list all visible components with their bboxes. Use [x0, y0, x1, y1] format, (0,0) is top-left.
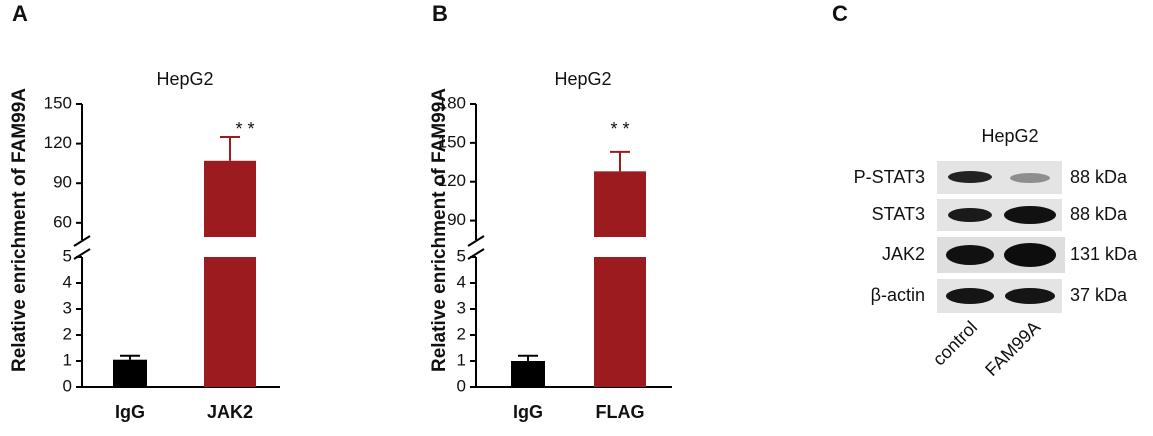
band — [946, 288, 994, 304]
y-tick-label: 120 — [438, 171, 466, 190]
y-tick-label: 4 — [457, 272, 466, 291]
blot-row-label: β-actin — [871, 285, 925, 305]
band — [1005, 288, 1055, 304]
panel-letter: B — [432, 1, 448, 26]
blot: HepG2 — [937, 126, 1065, 313]
panel-letter: C — [832, 1, 848, 26]
lane-label: FAM99A — [981, 317, 1044, 380]
bar — [113, 359, 147, 387]
y-axis-label: Relative enrichment of FAM99A — [9, 88, 30, 372]
blot-row-label: P-STAT3 — [854, 167, 925, 187]
band — [1004, 206, 1056, 224]
bar — [594, 257, 646, 387]
blot-row-label: STAT3 — [872, 204, 925, 224]
error-bar — [120, 354, 140, 360]
x-tick-label: IgG — [513, 402, 543, 422]
band — [1010, 173, 1050, 183]
y-tick-label: 90 — [53, 173, 72, 192]
chart-title: HepG2 — [156, 69, 213, 89]
band — [1004, 243, 1056, 267]
y-tick-label: 5 — [63, 246, 72, 265]
y-tick-label: 2 — [457, 324, 466, 343]
y-tick-label: 90 — [447, 210, 466, 229]
band — [948, 171, 992, 183]
band — [948, 208, 992, 222]
bar — [204, 160, 256, 237]
y-tick-label: 150 — [438, 132, 466, 151]
y-tick-label: 0 — [63, 376, 72, 395]
y-tick-label: 4 — [63, 272, 72, 291]
blot-size-label: 37 kDa — [1070, 285, 1128, 305]
error-bar — [220, 136, 240, 161]
y-tick-label: 5 — [457, 246, 466, 265]
error-bar — [518, 354, 538, 361]
error-bar — [610, 150, 630, 172]
y-tick-label: 120 — [44, 133, 72, 152]
lane-label: control — [929, 317, 981, 369]
y-tick-label: 3 — [63, 298, 72, 317]
band — [946, 245, 994, 265]
y-tick-label: 150 — [44, 93, 72, 112]
blot-size-label: 131 kDa — [1070, 244, 1138, 264]
y-tick-label: 180 — [438, 93, 466, 112]
y-tick-label: 3 — [457, 298, 466, 317]
y-tick-label: 2 — [63, 324, 72, 343]
chart-title: HepG2 — [554, 69, 611, 89]
x-tick-label: IgG — [115, 402, 145, 422]
y-tick-label: 0 — [457, 376, 466, 395]
x-tick-label: FLAG — [596, 402, 645, 422]
bar — [204, 257, 256, 387]
blot-size-label: 88 kDa — [1070, 204, 1128, 224]
significance: * * — [235, 119, 254, 139]
y-tick-label: 1 — [457, 350, 466, 369]
bar — [594, 171, 646, 237]
blot-row-label: JAK2 — [882, 244, 925, 264]
panel-letter: A — [12, 1, 28, 26]
y-tick-label: 60 — [53, 212, 72, 231]
x-tick-label: JAK2 — [207, 402, 253, 422]
y-axis-label: Relative enrichment of FAM99A — [429, 88, 450, 372]
y-tick-label: 1 — [63, 350, 72, 369]
blot-title: HepG2 — [981, 126, 1038, 146]
significance: * * — [610, 119, 629, 139]
blot-size-label: 88 kDa — [1070, 167, 1128, 187]
bar — [511, 361, 545, 387]
